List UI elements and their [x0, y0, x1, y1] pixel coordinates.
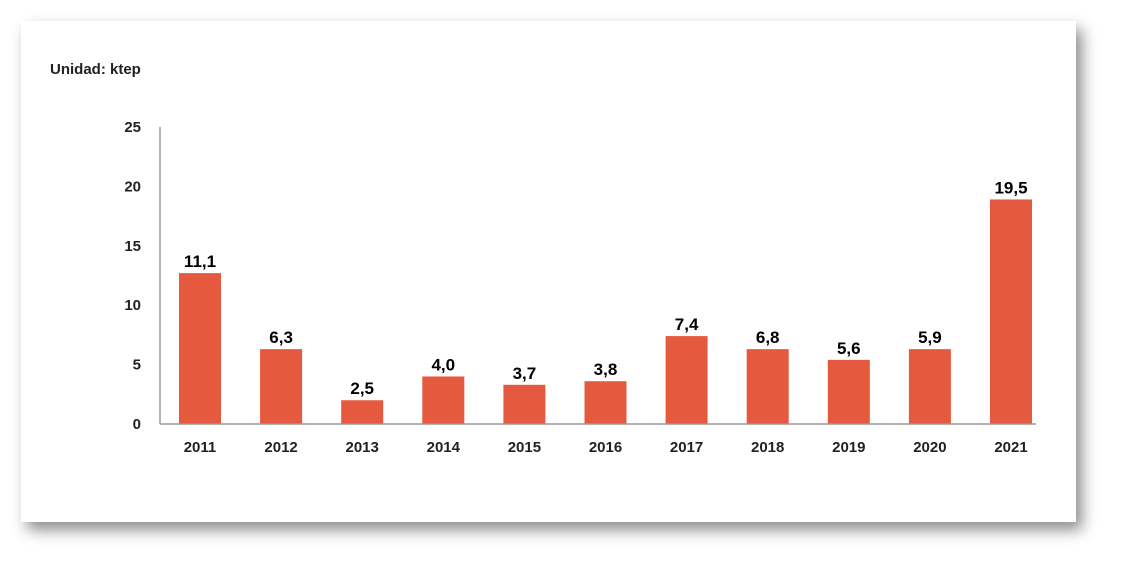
- bar: [179, 273, 221, 424]
- x-tick-label: 2016: [589, 439, 622, 456]
- x-tick-label: 2014: [427, 439, 461, 456]
- data-label: 7,4: [675, 315, 699, 334]
- x-tick-label: 2019: [832, 439, 865, 456]
- data-label: 3,7: [513, 364, 537, 383]
- bar: [584, 381, 627, 424]
- bars: 11,1 6,3 2,5 4,0 3,7 3,8 7,4 6,8 5,6 5,9 19,5: [179, 178, 1032, 424]
- data-label: 19,5: [994, 178, 1027, 197]
- x-tick-label: 2020: [913, 439, 946, 456]
- bar: [260, 349, 303, 424]
- x-axis: 2011 2012 2013 2014 2015 2016 2017 2018 2019 2020…: [160, 423, 1036, 456]
- x-tick-label: 2015: [508, 439, 541, 456]
- y-tick-label: 0: [133, 416, 141, 433]
- y-axis: 0 5 10 15 20 25: [124, 119, 161, 433]
- y-tick-label: 10: [124, 297, 141, 314]
- x-tick-label: 2018: [751, 439, 784, 456]
- data-label: 2,5: [350, 379, 374, 398]
- data-label: 4,0: [431, 355, 455, 374]
- bar: [341, 400, 384, 424]
- bar: [908, 349, 951, 424]
- bar: [503, 384, 546, 424]
- y-tick-label: 25: [124, 119, 141, 136]
- x-tick-label: 2011: [184, 439, 217, 456]
- y-tick-label: 15: [124, 238, 141, 255]
- bar: [422, 376, 465, 424]
- bar: [990, 199, 1032, 424]
- data-label: 6,8: [756, 328, 780, 347]
- chart-card: [21, 21, 1076, 522]
- x-tick-label: 2013: [346, 439, 379, 456]
- data-label: 3,8: [594, 360, 618, 379]
- bar: [827, 359, 870, 424]
- y-tick-label: 5: [133, 357, 141, 374]
- bar: [665, 336, 708, 424]
- x-tick-label: 2017: [670, 439, 703, 456]
- data-label: 5,6: [837, 339, 861, 358]
- bar: [746, 349, 789, 424]
- x-tick-label: 2012: [264, 439, 297, 456]
- y-tick-label: 20: [124, 178, 141, 195]
- unit-label: Unidad: ktep: [50, 61, 141, 78]
- data-label: 11,1: [184, 252, 216, 271]
- data-label: 5,9: [918, 328, 942, 347]
- data-label: 6,3: [269, 328, 293, 347]
- x-tick-label: 2021: [994, 439, 1027, 456]
